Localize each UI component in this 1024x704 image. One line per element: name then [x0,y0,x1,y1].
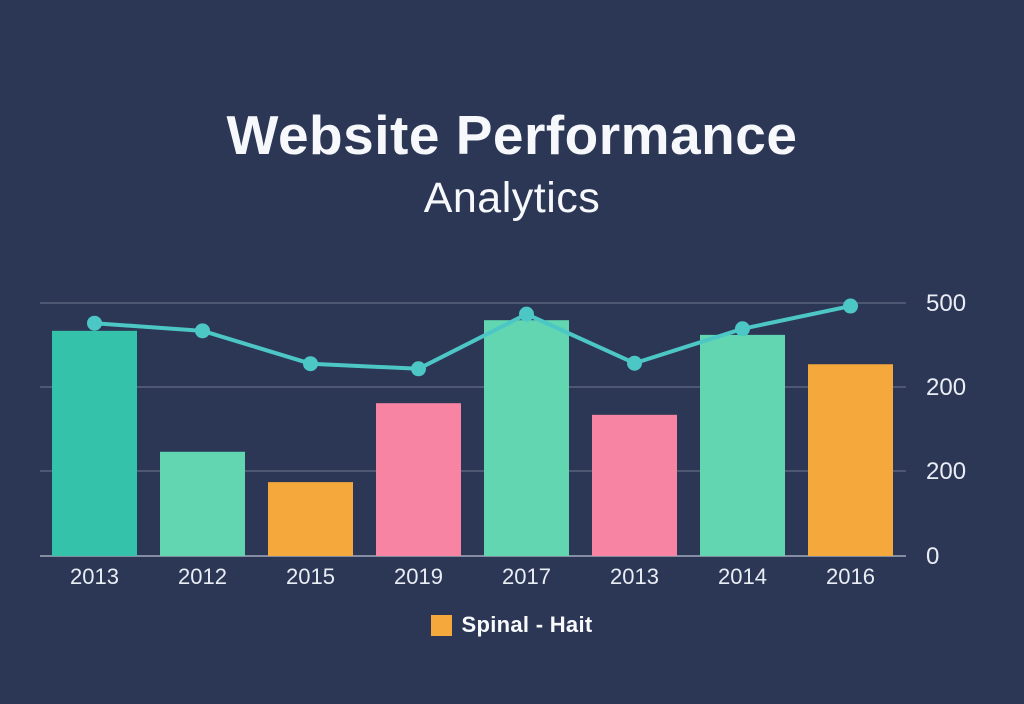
x-axis-label: 2017 [502,564,551,589]
x-axis-label: 2013 [610,564,659,589]
bar-2016 [808,364,893,556]
trend-line [92,304,853,371]
trend-point [87,315,102,331]
trend-point [411,361,426,377]
trend-point [843,298,858,314]
square-swatch-icon [431,614,453,636]
y-axis-tick-label: 200 [926,374,966,401]
y-axis-tick-label: 200 [926,458,966,485]
chart-legend: Spinal - Hait [0,612,1024,638]
bar-2013 [52,330,137,556]
y-axis-tick-label: 500 [926,290,966,317]
bar-2014 [700,334,785,556]
x-axis-label: 2012 [178,564,227,589]
x-axis-label: 2014 [718,564,767,589]
bar-2017 [484,320,569,556]
x-axis-label: 2013 [70,564,119,589]
bar-2019 [376,403,461,556]
y-axis-tick-label: 0 [926,543,939,570]
trend-point [519,306,534,322]
chart-header: Website Performance Analytics [0,102,1024,223]
bar-2013 [592,414,677,556]
legend-label: Spinal - Hait [461,612,593,637]
bar-2015 [268,482,353,556]
x-axis-label: 2015 [286,564,335,589]
trend-point [303,356,318,372]
x-axis-label: 2016 [826,564,875,589]
bar-2012 [160,451,245,556]
x-axis-label: 2019 [394,564,443,589]
trend-point [195,323,210,339]
page-subtitle: Analytics [423,174,601,222]
trend-point [627,355,642,371]
trend-point [735,321,750,337]
page-title: Website Performance [226,104,798,166]
